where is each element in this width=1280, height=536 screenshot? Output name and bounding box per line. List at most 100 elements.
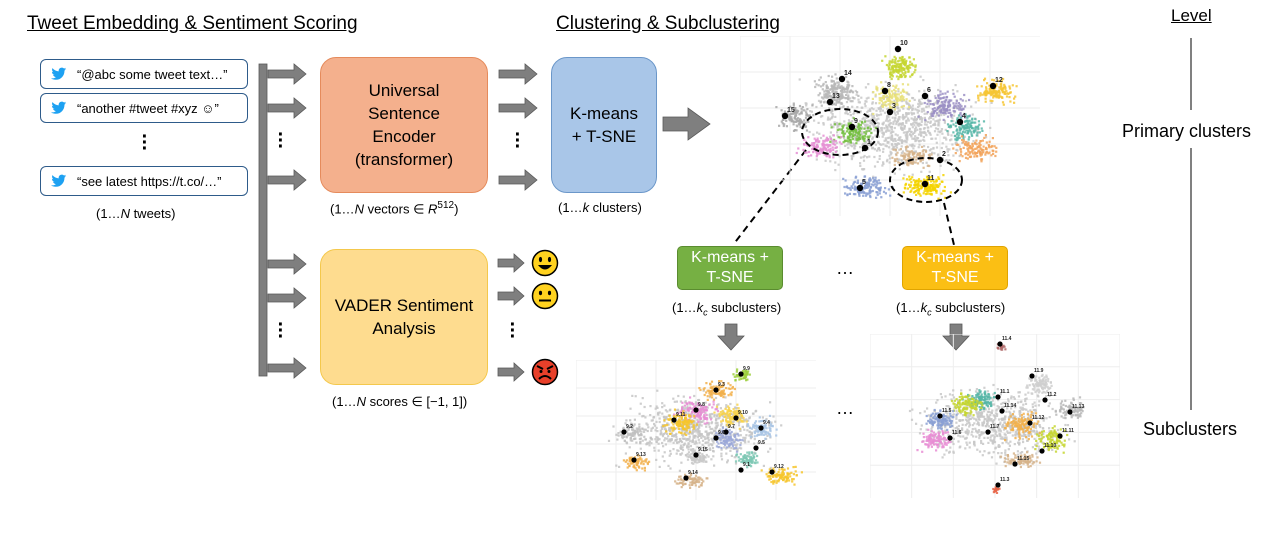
point bbox=[857, 190, 860, 193]
point bbox=[886, 99, 889, 103]
point bbox=[944, 92, 947, 95]
point bbox=[926, 111, 929, 114]
point bbox=[861, 121, 864, 124]
point bbox=[877, 147, 880, 150]
point bbox=[922, 149, 925, 152]
point bbox=[795, 113, 798, 117]
point bbox=[923, 139, 926, 142]
point bbox=[966, 132, 969, 135]
point bbox=[672, 426, 675, 429]
point bbox=[720, 422, 723, 425]
point bbox=[698, 387, 701, 390]
point bbox=[914, 108, 917, 111]
point bbox=[946, 123, 950, 126]
point bbox=[736, 420, 739, 423]
point bbox=[789, 119, 792, 122]
point bbox=[725, 446, 728, 449]
point bbox=[914, 68, 917, 72]
point bbox=[919, 194, 922, 197]
point bbox=[632, 432, 635, 435]
point bbox=[677, 441, 681, 444]
point bbox=[869, 119, 872, 122]
point bbox=[845, 93, 848, 97]
point bbox=[699, 459, 702, 462]
point bbox=[917, 180, 920, 183]
point bbox=[640, 430, 643, 433]
point bbox=[967, 149, 970, 152]
point bbox=[974, 153, 977, 156]
point bbox=[975, 134, 978, 137]
point bbox=[862, 142, 865, 145]
point bbox=[699, 484, 702, 487]
point bbox=[675, 414, 678, 417]
point bbox=[773, 473, 776, 476]
point bbox=[830, 103, 834, 106]
point bbox=[953, 95, 956, 98]
point bbox=[949, 111, 952, 114]
point bbox=[833, 138, 836, 141]
point bbox=[760, 430, 763, 433]
point bbox=[861, 118, 864, 121]
point bbox=[893, 119, 896, 122]
point bbox=[661, 455, 664, 458]
point bbox=[814, 85, 817, 89]
centroid-dot bbox=[769, 469, 775, 475]
point bbox=[827, 90, 830, 94]
point bbox=[848, 135, 851, 138]
point bbox=[907, 155, 910, 158]
centroid-label: 9.14 bbox=[688, 470, 698, 476]
point bbox=[870, 118, 873, 121]
point bbox=[908, 56, 911, 59]
point bbox=[858, 191, 861, 194]
point bbox=[886, 96, 889, 99]
point bbox=[991, 403, 994, 406]
point bbox=[723, 415, 727, 418]
point bbox=[863, 191, 866, 195]
point bbox=[735, 453, 739, 456]
point bbox=[862, 194, 865, 197]
point bbox=[958, 136, 961, 140]
point bbox=[897, 107, 900, 110]
point bbox=[912, 179, 915, 182]
point bbox=[705, 422, 708, 426]
point bbox=[988, 140, 991, 143]
point bbox=[876, 121, 879, 125]
point bbox=[761, 416, 764, 419]
point bbox=[628, 456, 631, 459]
point bbox=[868, 190, 871, 193]
neutral-face-icon bbox=[531, 282, 559, 310]
point bbox=[739, 444, 742, 447]
point bbox=[792, 466, 795, 469]
point bbox=[863, 127, 866, 130]
point bbox=[705, 437, 708, 440]
point bbox=[746, 423, 750, 426]
point bbox=[686, 438, 689, 441]
point bbox=[833, 92, 836, 95]
point bbox=[775, 434, 778, 437]
point bbox=[700, 447, 703, 450]
point bbox=[680, 414, 683, 417]
point bbox=[715, 405, 719, 408]
point bbox=[847, 81, 850, 84]
point bbox=[625, 430, 629, 433]
point bbox=[987, 152, 990, 155]
vertical-ellipsis: · · · bbox=[514, 124, 522, 158]
point bbox=[668, 409, 671, 412]
point bbox=[922, 166, 925, 169]
highlight-ellipse bbox=[801, 108, 879, 156]
point bbox=[963, 128, 966, 131]
point bbox=[702, 389, 705, 392]
point bbox=[664, 418, 668, 421]
point bbox=[996, 90, 999, 93]
point bbox=[934, 120, 937, 123]
point bbox=[808, 130, 811, 134]
point bbox=[915, 184, 918, 187]
point bbox=[956, 399, 960, 402]
point bbox=[679, 475, 682, 478]
point bbox=[858, 128, 861, 131]
point bbox=[890, 100, 893, 103]
point bbox=[686, 418, 689, 421]
point bbox=[781, 122, 784, 125]
point bbox=[896, 105, 899, 108]
point bbox=[898, 118, 901, 121]
